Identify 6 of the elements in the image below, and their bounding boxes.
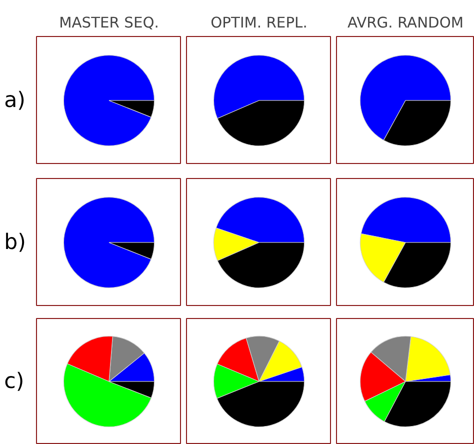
text: c) [4,369,24,394]
text: b) [4,230,26,255]
chart-title: AVRG. RANDOM [347,14,464,32]
text: a) [4,88,26,113]
chart-title: OPTIM. REPL. [210,14,308,32]
chart-title: MASTER SEQ. [59,14,159,32]
